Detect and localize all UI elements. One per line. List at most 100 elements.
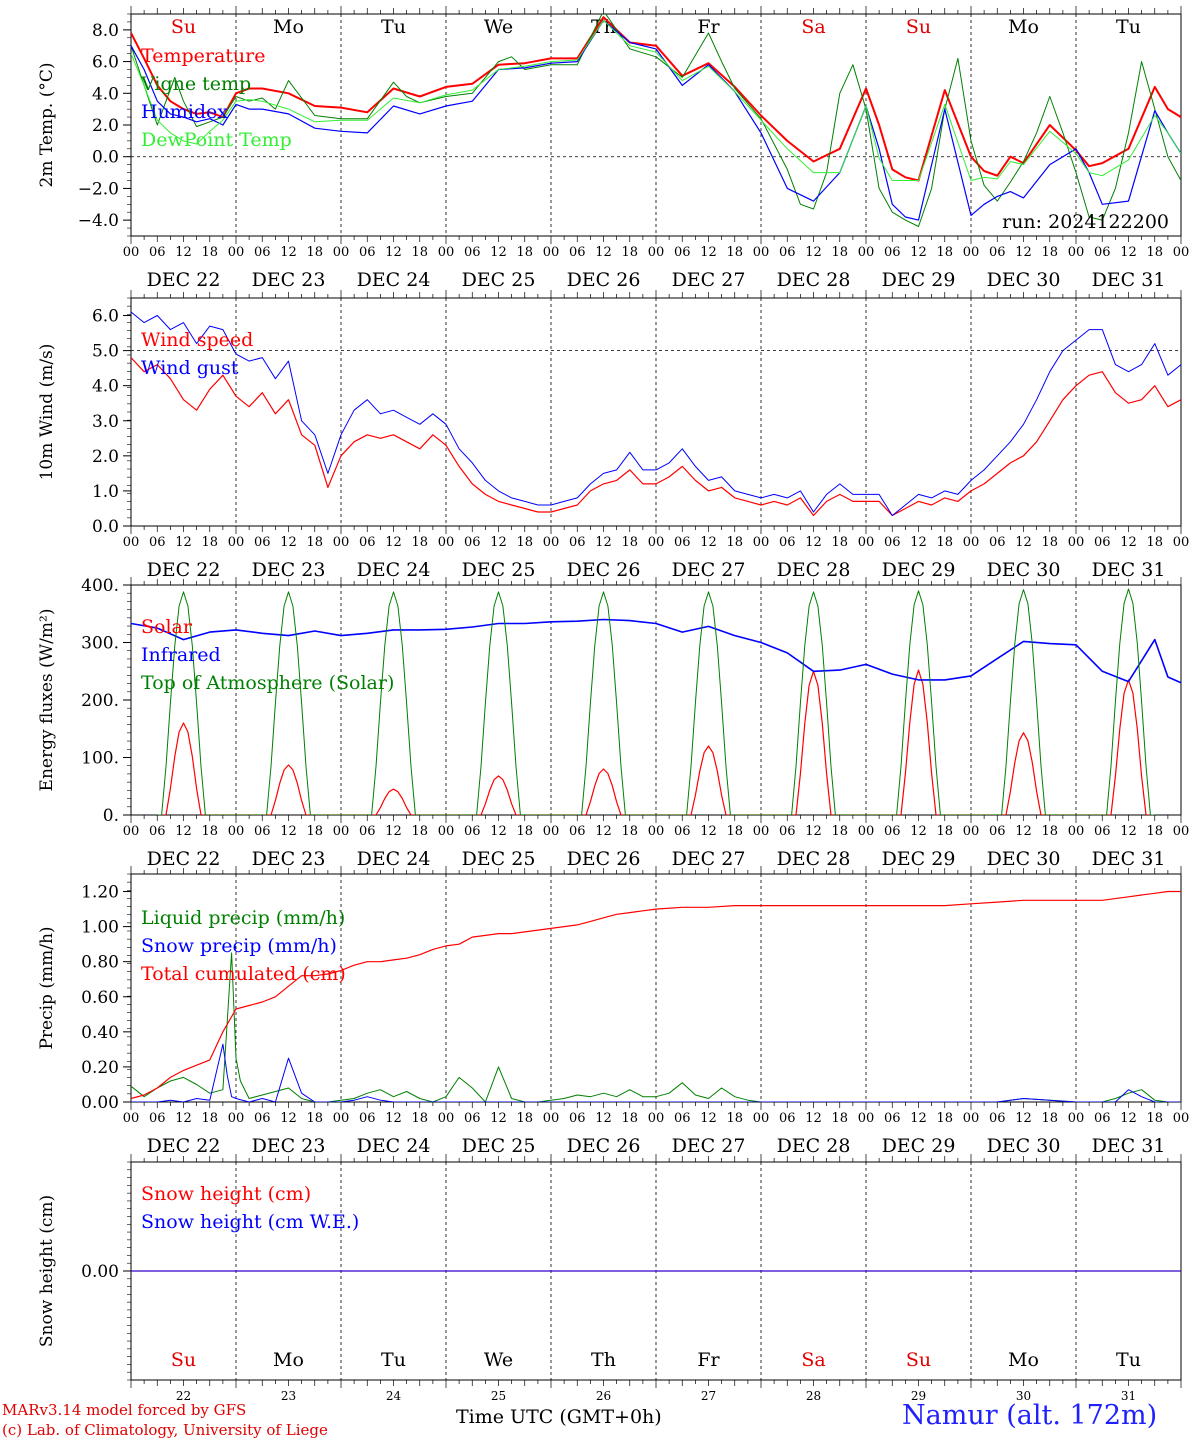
y-tick-label: 0.40 [81,1023,119,1043]
hour-label: 06 [254,824,271,839]
hour-label: 00 [228,245,245,260]
hour-label: 06 [359,245,376,260]
y-tick-label: −4.0 [78,211,119,231]
legend-entry: Solar [141,616,193,638]
hour-label: 06 [884,1111,901,1126]
date-label: DEC 22 [147,269,221,291]
hour-label: 18 [516,535,533,550]
hour-label: 06 [359,824,376,839]
hour-label: 00 [543,245,560,260]
weekday-label: Tu [1116,1349,1141,1371]
hour-label: 00 [753,824,770,839]
legend-entry: Total cumulated (cm) [141,963,346,985]
y-tick-label: 2.0 [92,116,119,136]
series-line-temperature [131,16,1181,182]
date-label: DEC 26 [567,1135,641,1157]
series-line-solar [161,669,1151,815]
weekday-label: Su [906,1349,931,1371]
hour-label: 06 [884,824,901,839]
hour-label: 00 [438,535,455,550]
hour-label: 00 [543,535,560,550]
hour-label: 12 [175,245,192,260]
hour-label: 12 [1015,535,1032,550]
hour-label: 00 [123,535,140,550]
hour-label: 00 [1173,824,1190,839]
weekday-label: Th [591,1349,616,1371]
hour-label: 12 [175,824,192,839]
date-label: DEC 24 [357,559,431,581]
date-label: DEC 23 [252,559,326,581]
hour-label: 12 [700,1111,717,1126]
hour-label: 12 [595,1111,612,1126]
footer-credits: MARv3.14 model forced by GFS (c) Lab. of… [2,1400,328,1440]
weekday-label: Su [171,1349,196,1371]
hour-label: 06 [569,245,586,260]
date-label: DEC 25 [462,559,536,581]
date-label: DEC 28 [777,269,851,291]
hour-label: 00 [858,245,875,260]
hour-label: 12 [1120,1111,1137,1126]
hour-label: 12 [1015,245,1032,260]
y-tick-label: 0.00 [81,1262,119,1282]
model-label: MARv3.14 model forced by GFS [2,1401,247,1419]
hour-label: 12 [595,535,612,550]
hour-label: 12 [490,245,507,260]
date-label: DEC 27 [672,559,746,581]
hour-label: 12 [175,535,192,550]
hour-label: 06 [254,535,271,550]
hour-label: 18 [201,245,218,260]
weekday-label: Th [591,16,616,38]
station-label: Namur (alt. 172m) [902,1400,1158,1431]
date-label: DEC 30 [987,269,1061,291]
hour-label: 12 [910,535,927,550]
hour-label: 12 [910,1111,927,1126]
weekday-label: We [484,16,513,38]
hour-label: 18 [936,1111,953,1126]
date-label: DEC 28 [777,848,851,870]
hour-label: 18 [201,1111,218,1126]
hour-label: 18 [201,535,218,550]
hour-label: 18 [831,1111,848,1126]
date-label: DEC 26 [567,269,641,291]
series-line-vigne-temp [131,14,1181,227]
hour-label: 12 [490,535,507,550]
y-tick-label: 4.0 [92,377,119,397]
hour-label: 00 [858,535,875,550]
weekday-label: Mo [273,16,304,38]
hour-label: 00 [858,824,875,839]
date-label: DEC 22 [147,559,221,581]
hour-label: 00 [543,824,560,839]
date-label: DEC 31 [1092,269,1166,291]
date-label: DEC 28 [777,559,851,581]
panel-4: 1.20 1.00 0.80 0.60 0.40 0.20 0.00 Precip (mm/h… [37,866,1189,1157]
hour-label: 06 [989,535,1006,550]
y-axis-label: Precip (mm/h) [37,926,57,1049]
hour-label: 18 [411,535,428,550]
day-number-label: 29 [911,1389,926,1403]
hour-label: 06 [254,1111,271,1126]
hour-label: 18 [936,245,953,260]
day-number-label: 25 [491,1389,506,1403]
series-line-dewpoint-temp [131,19,1181,181]
y-tick-label: 0.0 [92,517,119,537]
weekday-label: Fr [697,1349,720,1371]
hour-label: 18 [1041,824,1058,839]
hour-label: 12 [280,1111,297,1126]
panel-3: 400. 300. 200. 100. 0. Energy fluxes (W/m²) 00… [37,576,1189,870]
hour-label: 06 [779,824,796,839]
hour-label: 18 [1146,1111,1163,1126]
panel-2: 6.0 5.0 4.0 3.0 2.0 1.0 0.0 10m Wind (m/s) 00 06 1… [37,290,1189,581]
date-label: DEC 27 [672,1135,746,1157]
hour-label: 06 [569,824,586,839]
y-tick-label: 0.80 [81,953,119,973]
hour-label: 00 [963,824,980,839]
hour-label: 12 [490,1111,507,1126]
hour-label: 06 [149,824,166,839]
hour-label: 12 [280,824,297,839]
hour-label: 12 [595,824,612,839]
hour-label: 18 [936,535,953,550]
y-tick-label: 0.0 [92,148,119,168]
hour-label: 18 [621,1111,638,1126]
legend-entry: DewPoint Temp [141,129,292,151]
hour-label: 18 [306,824,323,839]
